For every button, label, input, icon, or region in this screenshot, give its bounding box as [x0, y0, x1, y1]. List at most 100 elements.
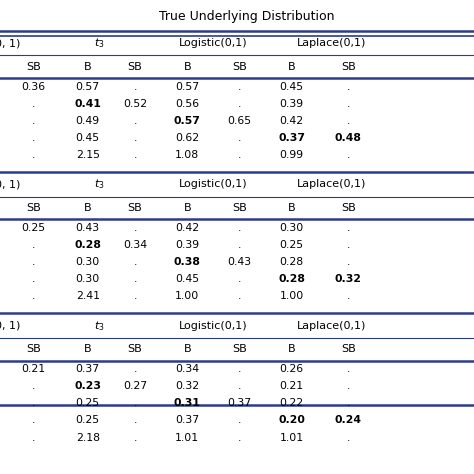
Text: 1.00: 1.00	[279, 291, 304, 301]
Text: SB: SB	[341, 344, 356, 355]
Text: $t_3$: $t_3$	[94, 319, 105, 333]
Text: 0.43: 0.43	[76, 223, 100, 233]
Text: 0.99: 0.99	[280, 150, 303, 160]
Text: SB: SB	[26, 344, 41, 355]
Text: SB: SB	[26, 62, 41, 72]
Text: 0.30: 0.30	[75, 257, 100, 267]
Text: .: .	[133, 82, 137, 92]
Text: .: .	[133, 274, 137, 284]
Text: .: .	[346, 150, 350, 160]
Text: 0.32: 0.32	[335, 274, 362, 284]
Text: 0.23: 0.23	[74, 381, 101, 392]
Text: .: .	[133, 257, 137, 267]
Text: 0.39: 0.39	[175, 240, 199, 250]
Text: Logistic(0,1): Logistic(0,1)	[179, 320, 247, 331]
Text: .: .	[346, 291, 350, 301]
Text: Laplace(0,1): Laplace(0,1)	[297, 179, 366, 190]
Text: .: .	[237, 291, 241, 301]
Text: B: B	[288, 62, 295, 72]
Text: B: B	[183, 203, 191, 213]
Text: SB: SB	[232, 203, 247, 213]
Text: 0.30: 0.30	[75, 274, 100, 284]
Text: 0.37: 0.37	[228, 398, 251, 409]
Text: 1.01: 1.01	[175, 432, 199, 443]
Text: 0.32: 0.32	[175, 381, 199, 392]
Text: 0.65: 0.65	[228, 116, 251, 126]
Text: 0.42: 0.42	[280, 116, 303, 126]
Text: .: .	[237, 150, 241, 160]
Text: SB: SB	[341, 203, 356, 213]
Text: SB: SB	[232, 344, 247, 355]
Text: .: .	[237, 432, 241, 443]
Text: 1.00: 1.00	[175, 291, 200, 301]
Text: .: .	[31, 150, 35, 160]
Text: .: .	[31, 257, 35, 267]
Text: .: .	[133, 150, 137, 160]
Text: 0.39: 0.39	[280, 99, 303, 109]
Text: .: .	[31, 99, 35, 109]
Text: .: .	[133, 415, 137, 426]
Text: 0.24: 0.24	[335, 415, 362, 426]
Text: 0.25: 0.25	[76, 398, 100, 409]
Text: 1.01: 1.01	[280, 432, 303, 443]
Text: 0, 1): 0, 1)	[0, 179, 21, 190]
Text: SB: SB	[128, 203, 143, 213]
Text: Logistic(0,1): Logistic(0,1)	[179, 179, 247, 190]
Text: 0.28: 0.28	[278, 274, 305, 284]
Text: .: .	[133, 116, 137, 126]
Text: 0.36: 0.36	[21, 82, 45, 92]
Text: 0.26: 0.26	[280, 364, 303, 374]
Text: 0.62: 0.62	[175, 133, 199, 143]
Text: .: .	[133, 133, 137, 143]
Text: 0.25: 0.25	[21, 223, 45, 233]
Text: 0.42: 0.42	[175, 223, 199, 233]
Text: 0.21: 0.21	[21, 364, 45, 374]
Text: .: .	[237, 99, 241, 109]
Text: .: .	[133, 291, 137, 301]
Text: .: .	[31, 274, 35, 284]
Text: 0.56: 0.56	[175, 99, 199, 109]
Text: .: .	[133, 223, 137, 233]
Text: 0.22: 0.22	[280, 398, 303, 409]
Text: True Underlying Distribution: True Underlying Distribution	[159, 10, 334, 23]
Text: B: B	[84, 203, 91, 213]
Text: $t_3$: $t_3$	[94, 36, 105, 50]
Text: SB: SB	[26, 203, 41, 213]
Text: 0.45: 0.45	[76, 133, 100, 143]
Text: SB: SB	[128, 344, 143, 355]
Text: 0.57: 0.57	[76, 82, 100, 92]
Text: .: .	[31, 240, 35, 250]
Text: .: .	[346, 82, 350, 92]
Text: 0, 1): 0, 1)	[0, 320, 21, 331]
Text: SB: SB	[341, 62, 356, 72]
Text: 0.57: 0.57	[175, 82, 199, 92]
Text: 0.45: 0.45	[175, 274, 199, 284]
Text: $t_3$: $t_3$	[94, 177, 105, 191]
Text: Logistic(0,1): Logistic(0,1)	[179, 38, 247, 48]
Text: 0.30: 0.30	[279, 223, 304, 233]
Text: 0.48: 0.48	[335, 133, 362, 143]
Text: .: .	[346, 398, 350, 409]
Text: B: B	[84, 344, 91, 355]
Text: .: .	[133, 364, 137, 374]
Text: .: .	[237, 82, 241, 92]
Text: Laplace(0,1): Laplace(0,1)	[297, 320, 366, 331]
Text: B: B	[183, 62, 191, 72]
Text: .: .	[133, 432, 137, 443]
Text: SB: SB	[128, 62, 143, 72]
Text: 0.34: 0.34	[175, 364, 199, 374]
Text: 0.43: 0.43	[228, 257, 251, 267]
Text: .: .	[346, 99, 350, 109]
Text: SB: SB	[232, 62, 247, 72]
Text: 0.20: 0.20	[278, 415, 305, 426]
Text: .: .	[346, 432, 350, 443]
Text: 0.25: 0.25	[76, 415, 100, 426]
Text: 0.57: 0.57	[174, 116, 201, 126]
Text: .: .	[237, 274, 241, 284]
Text: .: .	[237, 415, 241, 426]
Text: 0.37: 0.37	[278, 133, 305, 143]
Text: 0.21: 0.21	[280, 381, 303, 392]
Text: 0.27: 0.27	[123, 381, 147, 392]
Text: 0.31: 0.31	[174, 398, 201, 409]
Text: 0.37: 0.37	[175, 415, 199, 426]
